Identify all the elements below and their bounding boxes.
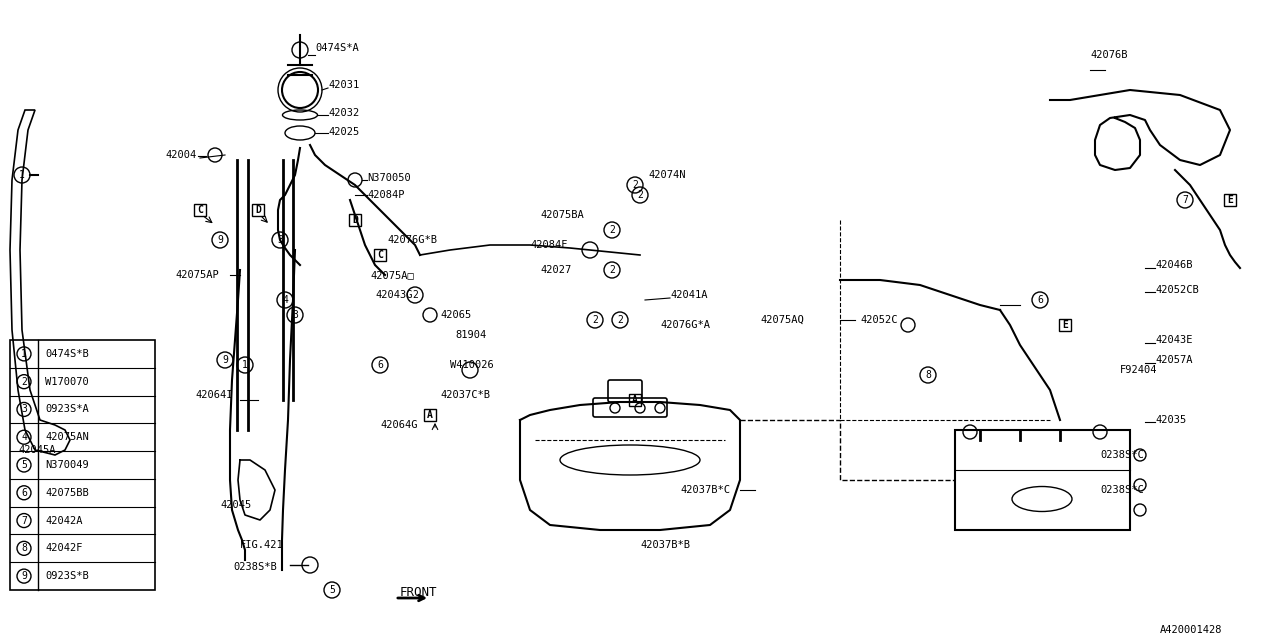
- Text: 42064G: 42064G: [380, 420, 417, 430]
- Text: 0923S*A: 0923S*A: [45, 404, 88, 415]
- Text: 42045A: 42045A: [18, 445, 55, 455]
- Text: 3: 3: [20, 404, 27, 415]
- Text: 4: 4: [20, 432, 27, 442]
- Text: 42031: 42031: [328, 80, 360, 90]
- Bar: [1224, 194, 1236, 206]
- Text: 2: 2: [617, 315, 623, 325]
- Bar: [628, 394, 641, 406]
- Text: A420001428: A420001428: [1160, 625, 1222, 635]
- Text: C: C: [378, 250, 383, 260]
- Text: 42076G*B: 42076G*B: [387, 235, 436, 245]
- Text: FRONT: FRONT: [401, 586, 438, 600]
- Text: FIG.421: FIG.421: [241, 540, 284, 550]
- Text: 2: 2: [609, 265, 614, 275]
- Bar: [424, 409, 436, 421]
- Text: 42046B: 42046B: [1155, 260, 1193, 270]
- Text: 8: 8: [20, 543, 27, 554]
- Text: E: E: [1228, 195, 1233, 205]
- Text: 5: 5: [20, 460, 27, 470]
- Bar: [195, 204, 206, 216]
- Bar: [955, 430, 1130, 530]
- Text: 42052C: 42052C: [860, 315, 897, 325]
- Text: 42045: 42045: [220, 500, 251, 510]
- Text: A: A: [632, 395, 637, 405]
- Text: 42025: 42025: [328, 127, 360, 137]
- Text: 9: 9: [221, 355, 228, 365]
- Text: 2: 2: [609, 225, 614, 235]
- Text: N370050: N370050: [367, 173, 411, 183]
- Bar: [1059, 319, 1071, 331]
- Text: 42076B: 42076B: [1091, 50, 1128, 60]
- Text: 3: 3: [292, 310, 298, 320]
- Text: 42075A□: 42075A□: [370, 270, 413, 280]
- Bar: [374, 249, 387, 261]
- Text: 0474S*B: 0474S*B: [45, 349, 88, 359]
- Text: 42042F: 42042F: [45, 543, 82, 554]
- Text: 42052CB: 42052CB: [1155, 285, 1199, 295]
- Text: 7: 7: [1181, 195, 1188, 205]
- Text: 2: 2: [412, 290, 419, 300]
- Text: 0238S*B: 0238S*B: [233, 562, 276, 572]
- Text: 42064I: 42064I: [195, 390, 233, 400]
- Text: 6: 6: [378, 360, 383, 370]
- Text: 42084F: 42084F: [530, 240, 567, 250]
- Text: 42027: 42027: [540, 265, 571, 275]
- Text: 1: 1: [242, 360, 248, 370]
- Text: 9: 9: [218, 235, 223, 245]
- Text: 9: 9: [20, 571, 27, 581]
- Text: 42037C*B: 42037C*B: [440, 390, 490, 400]
- Text: 42037B*C: 42037B*C: [680, 485, 730, 495]
- Text: D: D: [352, 215, 358, 225]
- Text: 6: 6: [20, 488, 27, 498]
- Text: E: E: [1062, 320, 1068, 330]
- Text: 42041A: 42041A: [669, 290, 708, 300]
- Text: 42074N: 42074N: [648, 170, 686, 180]
- Text: 2: 2: [632, 180, 637, 190]
- Text: A: A: [428, 410, 433, 420]
- Text: 8: 8: [925, 370, 931, 380]
- Text: 42084P: 42084P: [367, 190, 404, 200]
- Text: 42075BB: 42075BB: [45, 488, 88, 498]
- Text: W170070: W170070: [45, 377, 88, 387]
- Text: 2: 2: [20, 377, 27, 387]
- Text: 2: 2: [593, 315, 598, 325]
- Text: 0238S*C: 0238S*C: [1100, 450, 1144, 460]
- Bar: [349, 214, 361, 226]
- Text: 42035: 42035: [1155, 415, 1187, 425]
- Text: 1: 1: [20, 349, 27, 359]
- Text: 0923S*B: 0923S*B: [45, 571, 88, 581]
- Text: 42075AN: 42075AN: [45, 432, 88, 442]
- Text: 42057A: 42057A: [1155, 355, 1193, 365]
- Text: N370049: N370049: [45, 460, 88, 470]
- Text: 42032: 42032: [328, 108, 360, 118]
- Text: 42075BA: 42075BA: [540, 210, 584, 220]
- Text: 6: 6: [1037, 295, 1043, 305]
- Text: 42043G: 42043G: [375, 290, 412, 300]
- Bar: [252, 204, 264, 216]
- Text: 5: 5: [329, 585, 335, 595]
- Text: W410026: W410026: [451, 360, 494, 370]
- Bar: [10, 340, 155, 590]
- Text: 42042A: 42042A: [45, 516, 82, 525]
- Text: 42037B*B: 42037B*B: [640, 540, 690, 550]
- Text: 42043E: 42043E: [1155, 335, 1193, 345]
- Text: 0238S*C: 0238S*C: [1100, 485, 1144, 495]
- Text: 42065: 42065: [440, 310, 471, 320]
- Text: 42075AQ: 42075AQ: [760, 315, 804, 325]
- Text: 42075AP: 42075AP: [175, 270, 219, 280]
- Text: 1: 1: [19, 170, 24, 180]
- Text: F92404: F92404: [1120, 365, 1157, 375]
- Text: 4: 4: [282, 295, 288, 305]
- Text: 3: 3: [276, 235, 283, 245]
- Text: 81904: 81904: [454, 330, 486, 340]
- Text: 42076G*A: 42076G*A: [660, 320, 710, 330]
- Text: 2: 2: [637, 190, 643, 200]
- Text: 0474S*A: 0474S*A: [315, 43, 358, 53]
- Text: 7: 7: [20, 516, 27, 525]
- Text: C: C: [197, 205, 204, 215]
- Text: 42004: 42004: [165, 150, 196, 160]
- Text: D: D: [255, 205, 261, 215]
